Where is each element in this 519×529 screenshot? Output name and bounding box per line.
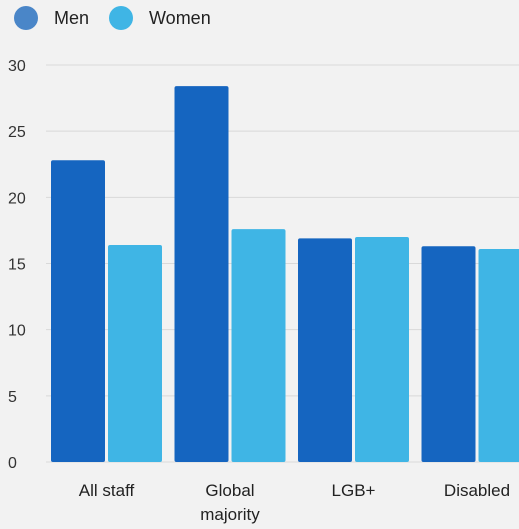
x-tick-label: All staff [79,481,135,500]
y-tick-label: 10 [8,323,26,340]
x-tick-label: Disabled [444,481,510,500]
legend: Men Women [14,6,231,30]
legend-item-women[interactable]: Women [109,6,211,30]
bar-women-2[interactable] [355,237,409,462]
x-tick-label: Global majority [200,481,260,524]
legend-item-men[interactable]: Men [14,6,89,30]
y-tick-label: 25 [8,124,26,141]
bar-men-3[interactable] [421,246,476,462]
y-tick-label: 30 [8,58,26,75]
bar-men-1[interactable] [174,86,229,462]
bar-women-3[interactable] [478,248,519,462]
legend-swatch-men [14,6,38,30]
bar-men-0[interactable] [51,160,105,462]
legend-label-men: Men [54,7,90,28]
y-tick-label: 0 [8,455,17,472]
bar-women-0[interactable] [108,244,162,462]
y-tick-label: 15 [8,257,26,274]
bar-men-2[interactable] [298,238,352,462]
legend-label-women: Women [149,7,211,28]
legend-swatch-women [109,6,134,30]
y-tick-label: 5 [8,389,17,406]
y-tick-label: 20 [8,190,26,207]
x-tick-label: LGB+ [332,481,376,500]
bar-women-1[interactable] [231,229,286,462]
